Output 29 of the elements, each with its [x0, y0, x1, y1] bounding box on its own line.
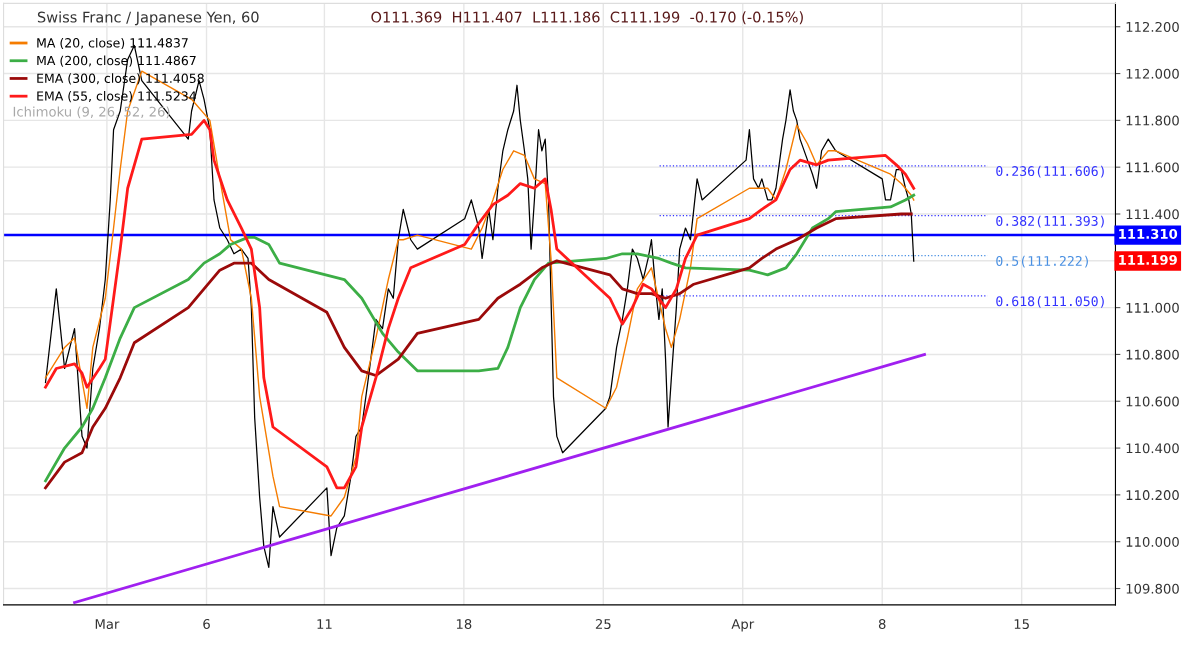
y-tick-label: 112.200: [1126, 21, 1179, 32]
chart-subtitle: O111.369 H111.407 L111.186 C111.199 -0.170 (-0.15%): [371, 11, 803, 25]
text: Swiss Franc / Japanese Yen, 60: [37, 11, 259, 26]
y-tick-label: 109.800: [1126, 583, 1179, 594]
x-tick-label: 11: [317, 619, 332, 629]
x-tick-label: 18: [456, 619, 472, 630]
y-tick-label: 110.600: [1126, 396, 1179, 407]
x-tick-label: 25: [595, 619, 611, 630]
y-tick-label: 110.400: [1126, 443, 1179, 454]
ref-line-label: 0.382(111.393): [996, 215, 1104, 228]
x-tick-label: Mar: [95, 619, 120, 630]
y-tick-label: 110.800: [1126, 349, 1179, 360]
y-tick-label: 112.000: [1126, 68, 1179, 79]
x-tick-label: 6: [203, 619, 210, 630]
x-tick-label: 15: [1014, 619, 1029, 630]
legend-label: MA (20, close) 111.4837: [37, 37, 188, 50]
x-tick-label: Apr: [731, 619, 755, 632]
y-tick-label: 110.200: [1126, 490, 1179, 501]
y-tick-label: 110.000: [1126, 536, 1179, 547]
ref-line-label: 0.5(111.222): [996, 255, 1088, 268]
ref-line-label: 0.618(111.050): [996, 296, 1104, 308]
text: 111.199: [1119, 254, 1177, 265]
y-tick-label: 111.800: [1126, 115, 1179, 126]
x-tick-label: 8: [878, 619, 886, 630]
y-tick-label: 111.400: [1126, 209, 1179, 220]
ref-line-label: 0.236(111.606): [996, 165, 1104, 178]
ref-line-label: 111.310: [1119, 228, 1178, 239]
y-tick-label: 111.600: [1126, 162, 1179, 173]
y-tick-label: 111.000: [1126, 302, 1179, 313]
